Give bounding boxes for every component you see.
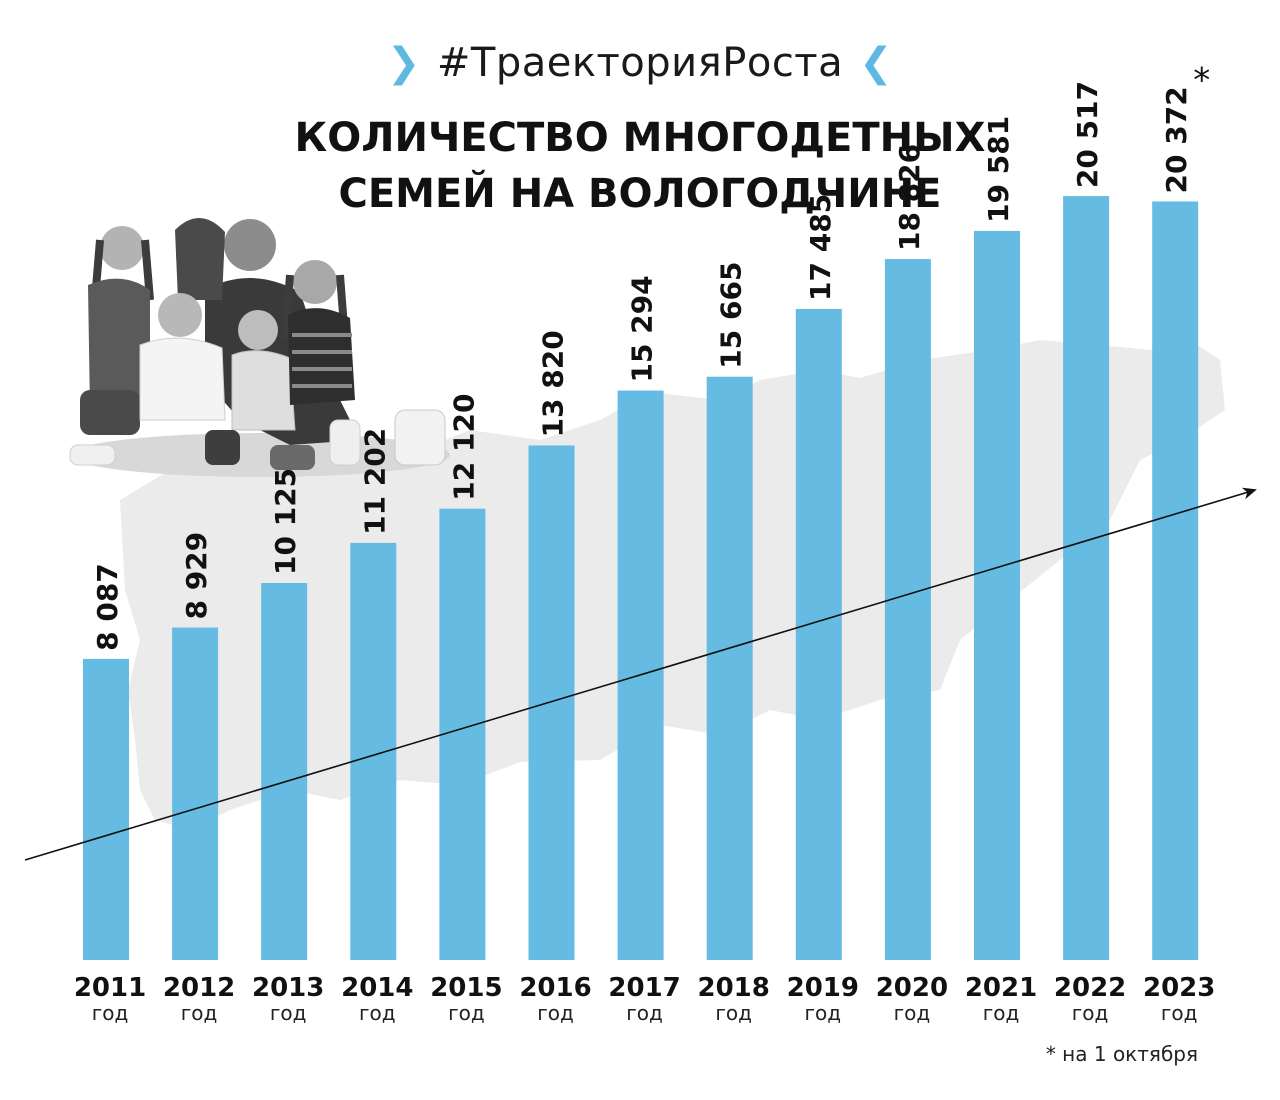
- bar-2022: [1063, 196, 1110, 960]
- tick-sublabel-2019: год: [805, 1001, 842, 1025]
- value-label-2021: 19 581: [982, 116, 1015, 223]
- tick-sublabel-2016: год: [537, 1001, 574, 1025]
- value-label-2017: 15 294: [626, 275, 659, 382]
- tick-label-2022: 2022: [1054, 973, 1126, 1003]
- x-labels-group: 2011год2012год2013год2014год2015год2016г…: [74, 973, 1216, 1025]
- bars-group: [83, 196, 1199, 960]
- tick-sublabel-2022: год: [1072, 1001, 1109, 1025]
- tick-label-2012: 2012: [163, 973, 235, 1003]
- tick-sublabel-2021: год: [983, 1001, 1020, 1025]
- tick-label-2018: 2018: [698, 973, 770, 1003]
- bar-2018: [706, 376, 753, 960]
- bar-2023: [1152, 201, 1199, 960]
- footnote: * на 1 октября: [1045, 1042, 1198, 1066]
- tick-label-2016: 2016: [519, 973, 591, 1003]
- bar-2013: [261, 583, 308, 960]
- tick-sublabel-2015: год: [448, 1001, 485, 1025]
- tick-sublabel-2020: год: [894, 1001, 931, 1025]
- tick-sublabel-2014: год: [359, 1001, 396, 1025]
- hashtag-text: #ТраекторияРоста: [436, 40, 844, 86]
- bar-2020: [884, 259, 931, 960]
- bar-2012: [172, 627, 219, 960]
- tick-label-2015: 2015: [430, 973, 502, 1003]
- tick-sublabel-2023: год: [1161, 1001, 1198, 1025]
- bar-2019: [795, 308, 842, 960]
- value-label-2014: 11 202: [358, 428, 391, 535]
- tick-label-2014: 2014: [341, 973, 413, 1003]
- value-label-2016: 13 820: [537, 330, 570, 437]
- value-label-2020: 18 826: [893, 144, 926, 251]
- tick-label-2020: 2020: [876, 973, 948, 1003]
- tick-label-2011: 2011: [74, 973, 146, 1003]
- tick-sublabel-2012: год: [181, 1001, 218, 1025]
- bar-2014: [350, 542, 397, 960]
- value-label-2013: 10 125: [269, 468, 302, 575]
- value-label-2012: 8 929: [180, 532, 213, 620]
- value-label-2019: 17 485: [804, 194, 837, 301]
- tick-label-2013: 2013: [252, 973, 324, 1003]
- tick-sublabel-2018: год: [715, 1001, 752, 1025]
- tick-label-2021: 2021: [965, 973, 1037, 1003]
- tick-label-2017: 2017: [608, 973, 680, 1003]
- value-label-2022: 20 517: [1071, 81, 1104, 188]
- title-line-1: КОЛИЧЕСТВО МНОГОДЕТНЫХ: [294, 115, 986, 161]
- trend-arrow: [24, 487, 1257, 861]
- tick-label-2023: 2023: [1143, 973, 1215, 1003]
- value-label-2023: 20 372: [1160, 86, 1193, 193]
- bar-2015: [439, 508, 486, 960]
- family-photo-icon: [69, 217, 450, 477]
- value-labels-group: 8 087 8 929 10 125 11 202 12 120 13 820 15 294…: [91, 60, 1210, 650]
- tick-sublabel-2011: год: [92, 1001, 129, 1025]
- bar-2011: [83, 658, 129, 960]
- hashtag-heading: ❯ #ТраекторияРоста ❮: [0, 40, 1280, 86]
- chevron-right-icon: ❯: [386, 40, 421, 86]
- value-label-2011: 8 087: [91, 563, 124, 651]
- tick-sublabel-2013: год: [270, 1001, 307, 1025]
- value-marker-2023: *: [1193, 60, 1210, 100]
- chart-title: КОЛИЧЕСТВО МНОГОДЕТНЫХ СЕМЕЙ НА ВОЛОГОДЧ…: [0, 110, 1280, 222]
- bar-2021: [974, 230, 1020, 960]
- title-line-2: СЕМЕЙ НА ВОЛОГОДЧИНЕ: [338, 171, 942, 217]
- chevron-left-icon: ❮: [859, 40, 894, 86]
- value-label-2015: 12 120: [447, 394, 480, 501]
- tick-label-2019: 2019: [787, 973, 859, 1003]
- bar-2016: [528, 445, 575, 960]
- value-label-2018: 15 665: [715, 262, 748, 369]
- tick-sublabel-2017: год: [626, 1001, 663, 1025]
